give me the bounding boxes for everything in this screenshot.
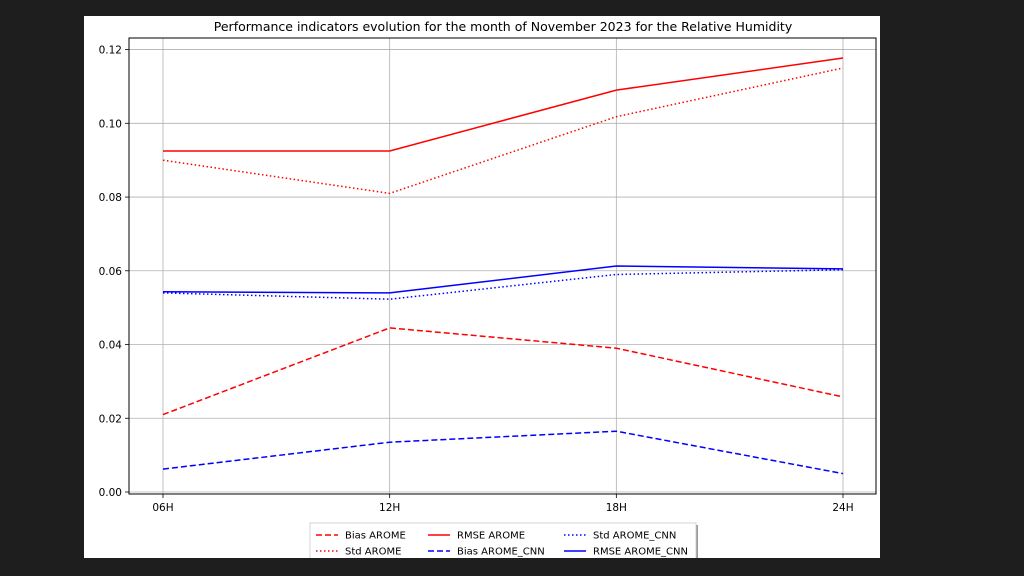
legend-label: Bias AROME_CNN [457, 547, 545, 558]
chart-title: Performance indicators evolution for the… [214, 19, 793, 34]
series-line-std-arome [162, 67, 844, 195]
legend-label: Std AROME [345, 547, 401, 558]
y-tick-label: 0.08 [99, 192, 122, 204]
x-tick-label: 18H [606, 502, 627, 514]
legend-label: Std AROME_CNN [593, 531, 676, 542]
axis-ticks: 06H 12H 18H 24H 0.00 0.02 0.04 0.06 0.08 0.10 0.12 [99, 45, 854, 514]
series-line-bias-arome [162, 327, 844, 416]
series-line-bias-arome-cnn [162, 430, 844, 475]
legend-label: RMSE AROME [457, 531, 525, 542]
line-chart: Performance indicators evolution for the… [99, 19, 877, 558]
legend: Bias AROME RMSE AROME Std AROME_CNN Std ARO… [309, 522, 698, 558]
legend-label: RMSE AROME_CNN [593, 547, 688, 558]
x-tick-label: 12H [379, 502, 400, 514]
x-tick-label: 24H [832, 502, 853, 514]
x-tick-label: 06H [152, 502, 173, 514]
series-lines [162, 57, 844, 475]
y-tick-label: 0.00 [99, 487, 122, 499]
y-tick-label: 0.10 [99, 118, 122, 130]
legend-label: Bias AROME [345, 531, 406, 542]
y-tick-label: 0.12 [99, 45, 122, 57]
y-tick-label: 0.02 [99, 413, 122, 425]
figure: Performance indicators evolution for the… [84, 16, 880, 558]
series-line-rmse-arome-cnn [162, 265, 844, 294]
series-line-std-arome-cnn [162, 268, 844, 300]
grid [129, 38, 876, 494]
y-tick-label: 0.04 [99, 340, 123, 352]
plot-area-frame [128, 37, 877, 495]
legend-box [309, 522, 697, 558]
series-line-rmse-arome [163, 57, 844, 152]
y-tick-label: 0.06 [99, 266, 123, 278]
